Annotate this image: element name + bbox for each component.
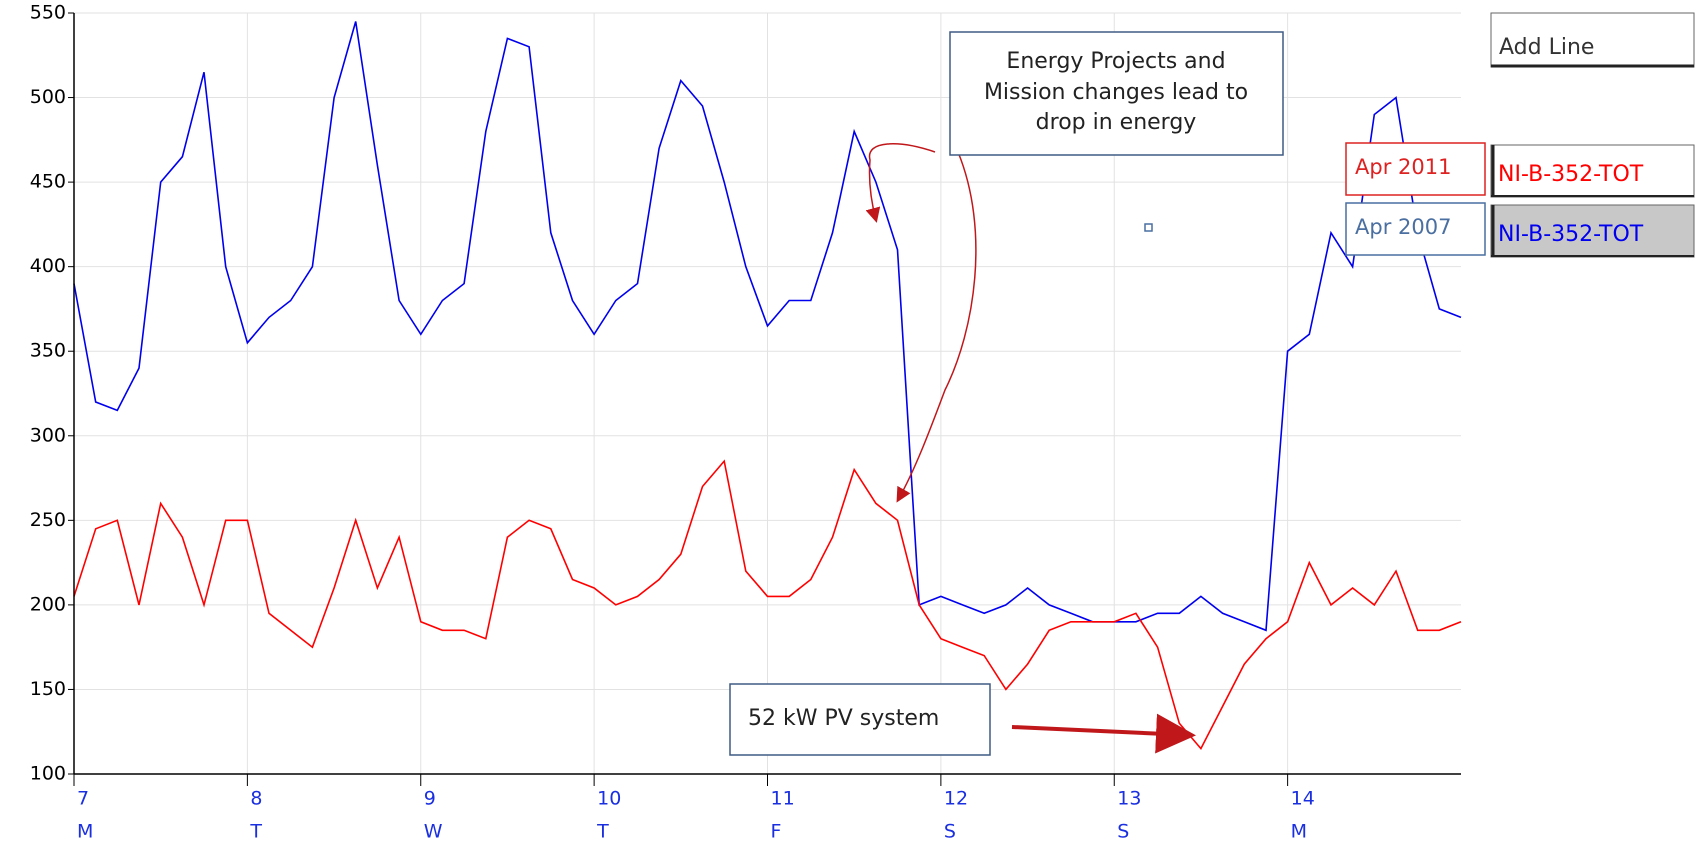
- x-tick-label: 9: [424, 788, 436, 810]
- x-tick-label: 10: [597, 788, 621, 810]
- annotation-text: Energy Projects and: [1006, 49, 1225, 74]
- y-tick-label: 350: [30, 340, 66, 362]
- line-series: [73, 21, 1462, 632]
- x-tick-label: 7: [77, 788, 89, 810]
- legend-entry-box: [1490, 144, 1695, 198]
- y-tick-label: 450: [30, 171, 66, 193]
- annotation-arrow: [896, 151, 977, 503]
- axes: 100 150 200 250 300 350 400 450 500 550 7 M 8 T 9 W 10 T 1…: [30, 2, 1461, 841]
- x-tick-label: 12: [944, 788, 968, 810]
- day-label: S: [1117, 821, 1129, 841]
- legend-entry-box: [1490, 204, 1695, 258]
- x-tick-label: 13: [1117, 788, 1141, 810]
- x-tick-label: 8: [250, 788, 262, 810]
- day-label: M: [1291, 821, 1307, 841]
- annotation-arrow: [1011, 713, 1196, 754]
- add-line-button[interactable]: [1490, 12, 1695, 68]
- annotation-text: drop in energy: [1036, 110, 1197, 135]
- day-label: S: [944, 821, 956, 841]
- legend-series-name: NI-B-352-TOT: [1498, 222, 1644, 247]
- day-label: F: [771, 821, 782, 841]
- line-series: [73, 459, 1462, 751]
- x-tick-label: 14: [1291, 788, 1315, 810]
- annotation-box: [729, 683, 991, 756]
- y-tick-label: 550: [30, 2, 66, 24]
- annotation-arrow: [865, 143, 936, 223]
- day-label: T: [596, 821, 609, 841]
- legend-period: Apr 2007: [1355, 215, 1451, 239]
- legend-series-name: NI-B-352-TOT: [1498, 162, 1644, 187]
- legend-period-box: [1345, 142, 1486, 196]
- y-tick-label: 400: [30, 255, 66, 277]
- y-tick-label: 300: [30, 424, 66, 446]
- button-label[interactable]: Add Line: [1499, 35, 1594, 60]
- x-tick-label: 11: [771, 788, 795, 810]
- annotation-text: 52 kW PV system: [748, 706, 939, 731]
- day-label: T: [249, 821, 262, 841]
- y-tick-label: 150: [30, 678, 66, 700]
- y-tick-label: 500: [30, 86, 66, 108]
- y-tick-label: 200: [30, 593, 66, 615]
- marker: [1144, 223, 1153, 232]
- annotation-text: Mission changes lead to: [984, 80, 1248, 105]
- annotation-box: [949, 31, 1284, 156]
- lines: [73, 21, 1462, 751]
- legend-period: Apr 2011: [1355, 155, 1451, 179]
- y-tick-label: 100: [30, 763, 66, 785]
- legend-period-box: [1345, 202, 1486, 256]
- legend: Apr 2011 NI-B-352-TOT Apr 2007 NI-B-352-TOT: [1345, 142, 1695, 258]
- day-label: W: [424, 821, 443, 841]
- y-tick-label: 250: [30, 509, 66, 531]
- day-label: M: [77, 821, 93, 841]
